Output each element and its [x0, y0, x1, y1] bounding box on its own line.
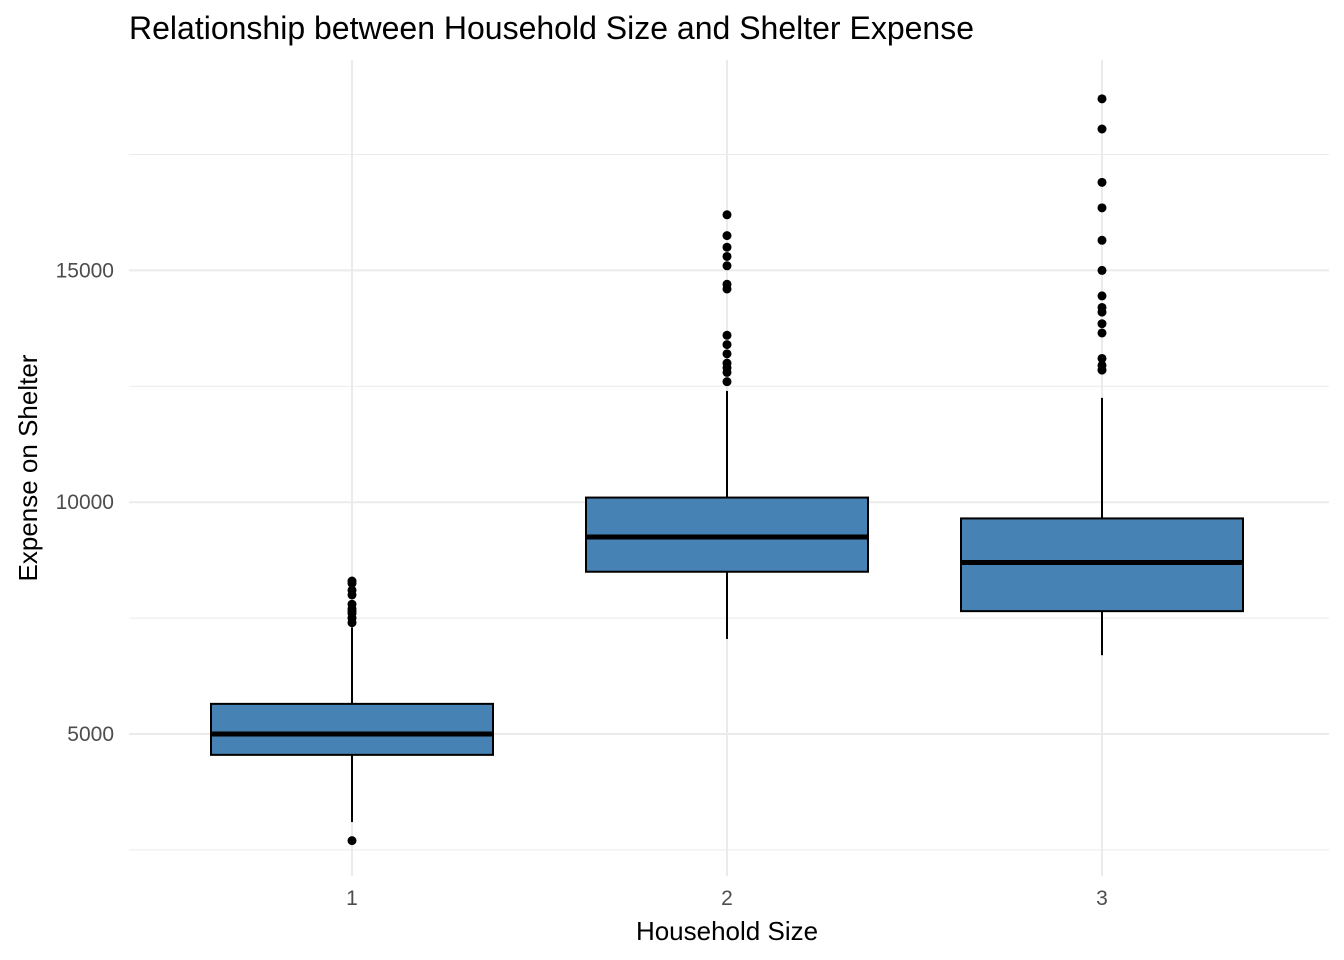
outlier-point: [1097, 94, 1107, 104]
outlier-point: [1097, 291, 1107, 301]
outlier-point: [1097, 302, 1107, 312]
outlier-point: [722, 330, 732, 340]
chart-title: Relationship between Household Size and …: [129, 10, 974, 46]
outlier-point: [722, 349, 732, 359]
y-tick-label: 5000: [67, 723, 114, 746]
box-group-2: [585, 210, 869, 639]
outlier-point: [722, 279, 732, 289]
outlier-point: [1097, 328, 1107, 338]
outlier-point: [1097, 203, 1107, 213]
outlier-point: [722, 261, 732, 271]
outlier-point: [722, 358, 732, 368]
x-tick-label: 1: [346, 887, 358, 910]
outlier-point: [722, 231, 732, 241]
y-tick-label: 10000: [56, 491, 114, 514]
outlier-point: [1097, 353, 1107, 363]
x-tick-label: 2: [721, 887, 733, 910]
outlier-point: [347, 585, 357, 595]
outlier-point: [1097, 360, 1107, 370]
outlier-point: [1097, 265, 1107, 275]
y-tick-label: 15000: [56, 259, 114, 282]
outlier-point: [1097, 319, 1107, 329]
outlier-point: [722, 377, 732, 387]
outlier-point: [347, 576, 357, 586]
y-axis-title: Expense on Shelter: [13, 354, 43, 581]
outlier-point: [722, 340, 732, 350]
outlier-point: [347, 599, 357, 609]
outlier-point: [1097, 235, 1107, 245]
box-group-1: [210, 576, 494, 846]
box-layer: [210, 94, 1244, 846]
outlier-point: [722, 251, 732, 261]
outlier-point: [722, 210, 732, 220]
outlier-point: [347, 836, 357, 846]
outlier-point: [1097, 124, 1107, 134]
x-axis-title: Household Size: [636, 916, 818, 946]
box-iqr: [210, 702, 494, 756]
outlier-point: [722, 242, 732, 252]
tick-layer: 5000 10000 15000 1 2 3: [56, 259, 1108, 910]
x-tick-label: 3: [1096, 887, 1108, 910]
box-group-3: [960, 94, 1244, 656]
outlier-point: [1097, 177, 1107, 187]
